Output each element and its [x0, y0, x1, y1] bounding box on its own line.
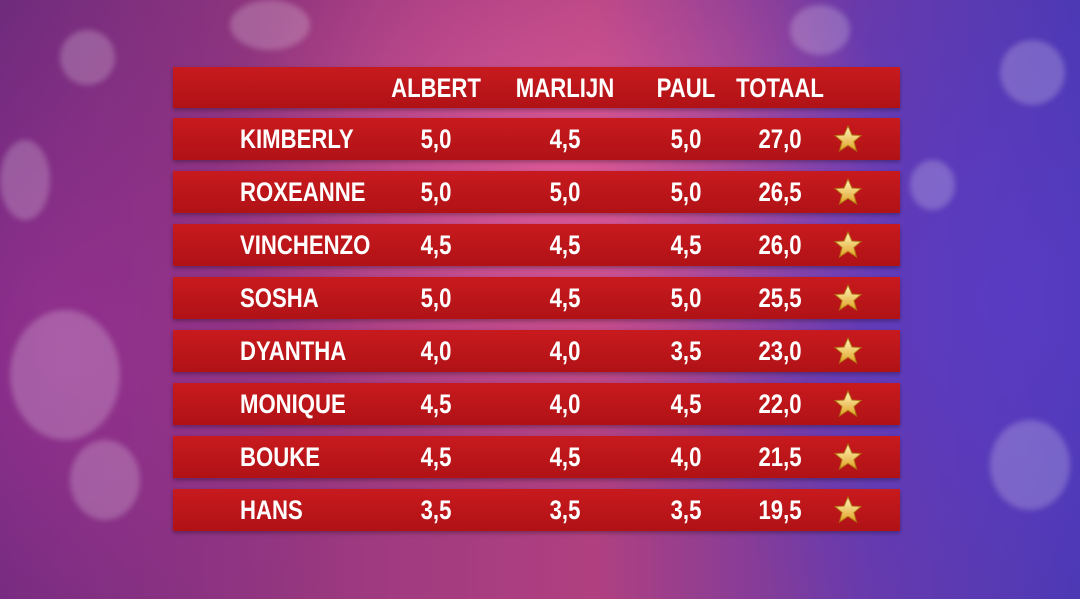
- score: 4,5: [670, 389, 702, 419]
- table-row: HANS 3,5 3,5 3,5 19,5: [173, 489, 900, 531]
- column-header: TOTAAL: [736, 73, 824, 103]
- score: 4,5: [549, 124, 581, 154]
- contestant-name: HANS: [240, 495, 303, 525]
- star-icon: [833, 283, 863, 318]
- contestant-name: ROXEANNE: [240, 177, 366, 207]
- score: 4,0: [549, 336, 581, 366]
- star-icon: [833, 177, 863, 212]
- star-icon: [833, 230, 863, 265]
- total-score: 27,0: [758, 124, 802, 154]
- bokeh: [1000, 40, 1065, 105]
- table-row: MONIQUE 4,5 4,0 4,5 22,0: [173, 383, 900, 425]
- score: 5,0: [670, 283, 702, 313]
- score: 4,5: [549, 442, 581, 472]
- table-row: BOUKE 4,5 4,5 4,0 21,5: [173, 436, 900, 478]
- bokeh: [910, 160, 955, 210]
- contestant-name: BOUKE: [240, 442, 320, 472]
- star-icon: [833, 495, 863, 530]
- bokeh: [230, 0, 310, 50]
- score: 5,0: [420, 124, 452, 154]
- score: 4,0: [670, 442, 702, 472]
- bokeh: [790, 5, 850, 55]
- score: 3,5: [549, 495, 581, 525]
- score: 5,0: [420, 177, 452, 207]
- bokeh: [60, 30, 115, 85]
- table-row: ROXEANNE 5,0 5,0 5,0 26,5: [173, 171, 900, 213]
- contestant-name: SOSHA: [240, 283, 319, 313]
- column-header: ALBERT: [391, 73, 481, 103]
- table-row: VINCHENZO 4,5 4,5 4,5 26,0: [173, 224, 900, 266]
- total-score: 21,5: [758, 442, 802, 472]
- table-row: DYANTHA 4,0 4,0 3,5 23,0: [173, 330, 900, 372]
- score: 4,5: [549, 283, 581, 313]
- score: 4,5: [549, 230, 581, 260]
- star-icon: [833, 442, 863, 477]
- header-row: ALBERT MARLIJN PAUL TOTAAL: [173, 67, 900, 108]
- total-score: 19,5: [758, 495, 802, 525]
- score: 3,5: [670, 336, 702, 366]
- table-row: SOSHA 5,0 4,5 5,0 25,5: [173, 277, 900, 319]
- score: 3,5: [670, 495, 702, 525]
- star-icon: [833, 336, 863, 371]
- score: 4,5: [420, 230, 452, 260]
- total-score: 26,0: [758, 230, 802, 260]
- total-score: 23,0: [758, 336, 802, 366]
- bokeh: [70, 440, 140, 520]
- score: 4,5: [420, 442, 452, 472]
- contestant-name: DYANTHA: [240, 336, 347, 366]
- score: 3,5: [420, 495, 452, 525]
- score: 4,0: [420, 336, 452, 366]
- star-icon: [833, 124, 863, 159]
- contestant-name: KIMBERLY: [240, 124, 354, 154]
- column-header: PAUL: [656, 73, 716, 103]
- score: 5,0: [670, 177, 702, 207]
- star-icon: [833, 389, 863, 424]
- bokeh: [10, 310, 120, 440]
- contestant-name: VINCHENZO: [240, 230, 371, 260]
- score: 4,0: [549, 389, 581, 419]
- score: 5,0: [420, 283, 452, 313]
- bokeh: [990, 420, 1070, 510]
- score: 5,0: [549, 177, 581, 207]
- total-score: 22,0: [758, 389, 802, 419]
- bokeh: [0, 140, 50, 220]
- score: 5,0: [670, 124, 702, 154]
- score: 4,5: [670, 230, 702, 260]
- table-row: KIMBERLY 5,0 4,5 5,0 27,0: [173, 118, 900, 160]
- contestant-name: MONIQUE: [240, 389, 346, 419]
- score: 4,5: [420, 389, 452, 419]
- column-header: MARLIJN: [515, 73, 615, 103]
- total-score: 26,5: [758, 177, 802, 207]
- total-score: 25,5: [758, 283, 802, 313]
